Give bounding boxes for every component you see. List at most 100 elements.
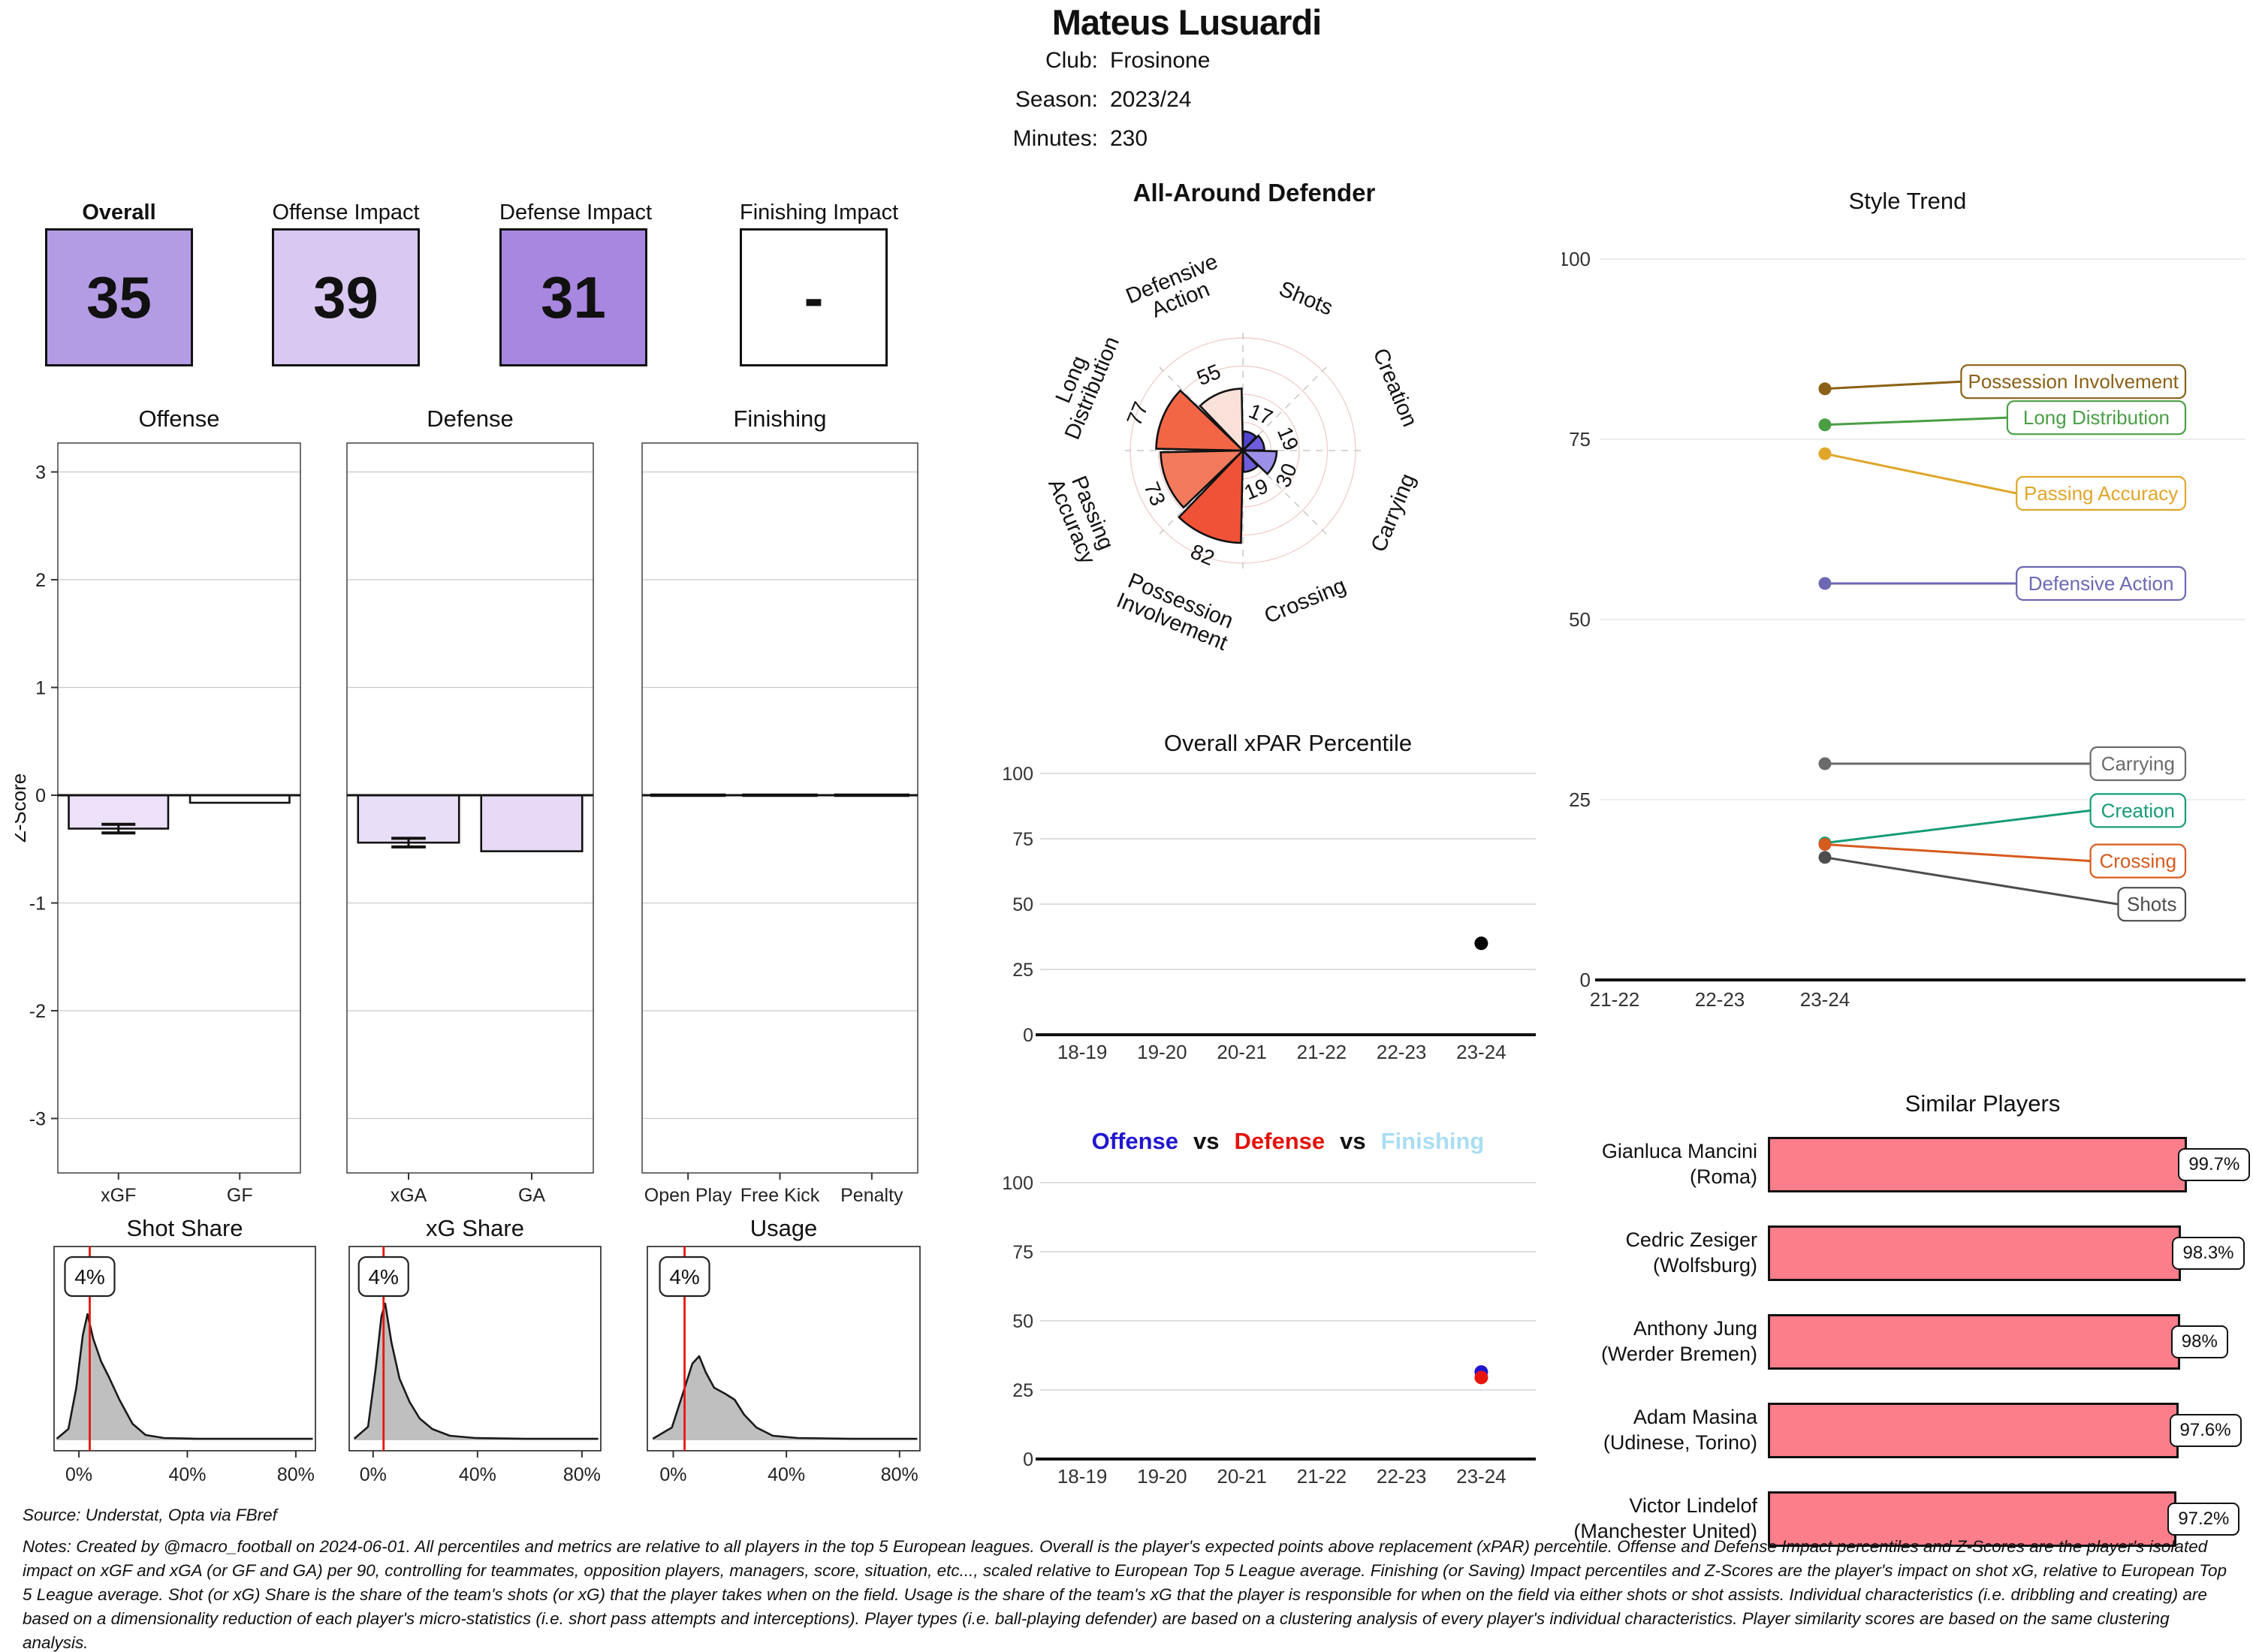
similar-player-row: Adam Masina (Udinese, Torino) 97.6% bbox=[1570, 1403, 2253, 1458]
y-tick-label: 50 bbox=[1012, 894, 1033, 915]
y-tick-label: 75 bbox=[1012, 829, 1033, 850]
radar-wedge bbox=[1199, 387, 1244, 454]
similarity-bar-track: 99.7% bbox=[1768, 1137, 2251, 1192]
similarity-bar bbox=[1768, 1137, 2188, 1192]
footer-notes: Source: Understat, Opta via FBref Notes:… bbox=[23, 1503, 2234, 1652]
series-label-box bbox=[2117, 887, 2187, 922]
x-tick-label: 21-22 bbox=[1297, 1465, 1347, 1488]
y-tick-label: 1 bbox=[35, 678, 46, 699]
similarity-bar-track: 98% bbox=[1768, 1314, 2228, 1370]
y-tick-label: 2 bbox=[35, 570, 46, 591]
leader-line bbox=[1824, 380, 1962, 390]
similar-player-row: Gianluca Mancini (Roma) 99.7% bbox=[1570, 1137, 2253, 1192]
y-tick-label: 100 bbox=[1562, 248, 1591, 270]
impact-card-finishing: Finishing Impact - bbox=[740, 197, 898, 366]
similarity-value-badge: 98% bbox=[2170, 1325, 2228, 1358]
impact-card-offense: Offense Impact 39 bbox=[272, 197, 420, 366]
radar-value-label: 82 bbox=[1187, 540, 1218, 571]
similarity-value-badge: 97.2% bbox=[2167, 1503, 2240, 1536]
x-tick-label: GA bbox=[518, 1185, 545, 1206]
club-value: Frosinone bbox=[1110, 48, 1211, 73]
density-curve bbox=[56, 1313, 313, 1440]
y-tick-label: 0 bbox=[35, 785, 46, 806]
x-tick-label: xGA bbox=[391, 1185, 427, 1206]
density-fill bbox=[354, 1304, 599, 1440]
series-label-box bbox=[2089, 746, 2187, 782]
y-tick-label: 50 bbox=[1012, 1311, 1033, 1332]
x-tick-label: 19-20 bbox=[1137, 1465, 1187, 1488]
impact-card-defense: Defense Impact 31 bbox=[499, 197, 652, 366]
leader-line bbox=[1824, 843, 2091, 863]
x-tick-label: 21-22 bbox=[1297, 1041, 1347, 1063]
panel-border bbox=[57, 442, 301, 1174]
impact-card-value: 35 bbox=[86, 264, 152, 330]
impact-card-box: 31 bbox=[499, 228, 647, 366]
player-meta: Club: Frosinone Season: 2023/24 Minutes:… bbox=[856, 50, 1382, 167]
series-point bbox=[1818, 757, 1832, 770]
x-tick-label: 23-24 bbox=[1800, 988, 1850, 1011]
x-tick-label: 80% bbox=[277, 1464, 315, 1485]
x-tick-label: 18-19 bbox=[1057, 1465, 1108, 1488]
y-tick-label: -1 bbox=[29, 894, 46, 915]
marker-badge-label: 4% bbox=[669, 1265, 699, 1289]
y-tick-label: 25 bbox=[1012, 960, 1033, 981]
x-tick-label: 23-24 bbox=[1456, 1041, 1507, 1063]
impact-card-overall: Overall 35 bbox=[45, 197, 193, 366]
data-point bbox=[1474, 1370, 1488, 1385]
leader-line bbox=[1824, 856, 2119, 906]
radar-category-label: Creation bbox=[1368, 345, 1422, 430]
similar-player-row: Victor Lindelof (Manchester United) 97.2% bbox=[1570, 1491, 2253, 1547]
series-point bbox=[1818, 851, 1832, 864]
x-tick-label: GF bbox=[227, 1185, 253, 1206]
radar-category-label: PossessionInvolvement bbox=[1113, 568, 1239, 656]
x-tick-label: 21-22 bbox=[1590, 988, 1640, 1011]
radar-category-label: LongDistribution bbox=[1039, 324, 1124, 443]
impact-card-label: Offense Impact bbox=[272, 200, 420, 225]
y-tick-label: 25 bbox=[1012, 1380, 1033, 1401]
similar-players-section: Similar Players Gianluca Mancini (Roma) 99… bbox=[1570, 1090, 2253, 1580]
similarity-value-badge: 98.3% bbox=[2172, 1237, 2245, 1270]
radar-value-label: 19 bbox=[1273, 424, 1304, 454]
similarity-bar-track: 97.6% bbox=[1768, 1403, 2242, 1458]
meta-minutes: Minutes: 230 bbox=[856, 128, 1382, 150]
similar-player-name: Victor Lindelof (Manchester United) bbox=[1570, 1494, 1768, 1545]
density-fill bbox=[653, 1356, 918, 1440]
x-tick-label: Free Kick bbox=[740, 1185, 820, 1206]
y-tick-label: 100 bbox=[1002, 1173, 1033, 1194]
series-label: Crossing bbox=[2100, 850, 2177, 873]
series-label: Defensive Action bbox=[2028, 572, 2174, 595]
x-tick-label: 23-24 bbox=[1456, 1465, 1507, 1488]
leader-line bbox=[1824, 416, 2007, 427]
similar-player-row: Cedric Zesiger (Wolfsburg) 98.3% bbox=[1570, 1225, 2253, 1281]
similar-player-name: Adam Masina (Udinese, Torino) bbox=[1570, 1405, 1768, 1456]
notes-text: Notes: Created by @macro_football on 202… bbox=[23, 1536, 2227, 1652]
x-tick-label: xGF bbox=[101, 1185, 136, 1206]
zscore-bar bbox=[189, 794, 291, 804]
ovd-title-part: vs bbox=[1193, 1128, 1220, 1154]
ovd-title: Offense vs Defense vs Finishing bbox=[1029, 1128, 1547, 1155]
y-tick-label: 50 bbox=[1569, 608, 1591, 631]
radar-wedge bbox=[1160, 449, 1246, 509]
minutes-value: 230 bbox=[1110, 126, 1148, 151]
y-tick-label: 25 bbox=[1569, 788, 1591, 811]
y-tick-label: 75 bbox=[1012, 1242, 1033, 1263]
series-label: Passing Accuracy bbox=[2024, 482, 2178, 505]
data-point bbox=[1474, 936, 1488, 951]
x-tick-label: 22-23 bbox=[1377, 1041, 1427, 1063]
series-point bbox=[1818, 838, 1832, 852]
y-tick-label: -3 bbox=[29, 1109, 46, 1130]
zscore-panel-title: Offense bbox=[138, 405, 219, 432]
player-club-line: (Roma) bbox=[1689, 1165, 1757, 1188]
season-label: Season: bbox=[1015, 87, 1098, 112]
share-density-charts: Shot Share 4% 0% 40% 80% xG Share 4% 0% 40% 80% Us… bbox=[53, 1216, 921, 1485]
series-label: Carrying bbox=[2101, 752, 2175, 775]
density-panel-title: Shot Share bbox=[126, 1216, 243, 1241]
player-club-line: (Manchester United) bbox=[1573, 1520, 1757, 1542]
radar-category-label: Crossing bbox=[1261, 574, 1350, 629]
style-trend-title: Style Trend bbox=[1848, 188, 1967, 214]
similarity-bar bbox=[1768, 1491, 2177, 1547]
series-point bbox=[1818, 418, 1832, 432]
density-curve bbox=[652, 1355, 918, 1440]
meta-club: Club: Frosinone bbox=[856, 50, 1382, 72]
